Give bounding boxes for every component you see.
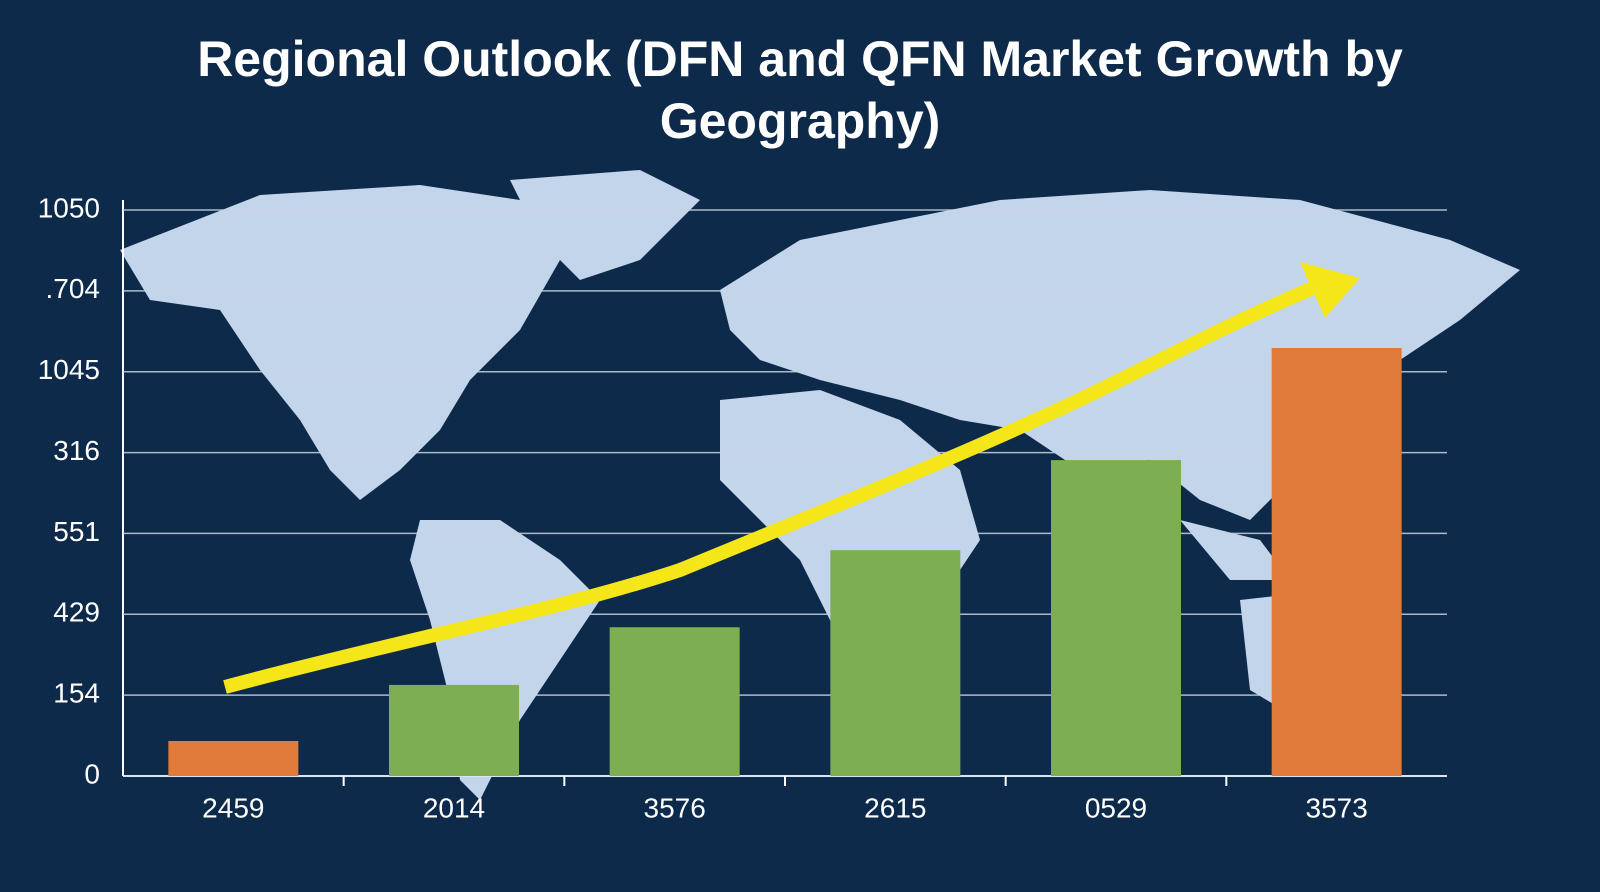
y-tick-label: 316 (53, 435, 100, 466)
y-tick-label: 154 (53, 678, 100, 709)
bar (168, 740, 299, 776)
bar (389, 684, 519, 776)
y-tick-label: 1045 (38, 354, 100, 385)
x-tick-label: 3573 (1306, 792, 1368, 823)
x-tick-label: 2459 (202, 792, 264, 823)
y-tick-label: 551 (53, 516, 100, 547)
y-tick-label: 0 (84, 758, 100, 789)
arrow-head (1300, 262, 1360, 318)
bar (609, 627, 740, 776)
bar (1271, 347, 1402, 776)
trend-arrow (223, 278, 1323, 694)
y-tick-label: .704 (46, 273, 101, 304)
x-tick-label: 3576 (644, 792, 706, 823)
y-tick-label: 1050 (38, 192, 100, 223)
y-tick-label: 429 (53, 597, 100, 628)
bar (1051, 460, 1181, 776)
bar (830, 550, 961, 776)
chart-title: Regional Outlook (DFN and QFN Market Gro… (197, 31, 1403, 149)
x-tick-label: 2615 (864, 792, 926, 823)
x-tick-label: 0529 (1085, 792, 1147, 823)
x-tick-label: 2014 (423, 792, 485, 823)
